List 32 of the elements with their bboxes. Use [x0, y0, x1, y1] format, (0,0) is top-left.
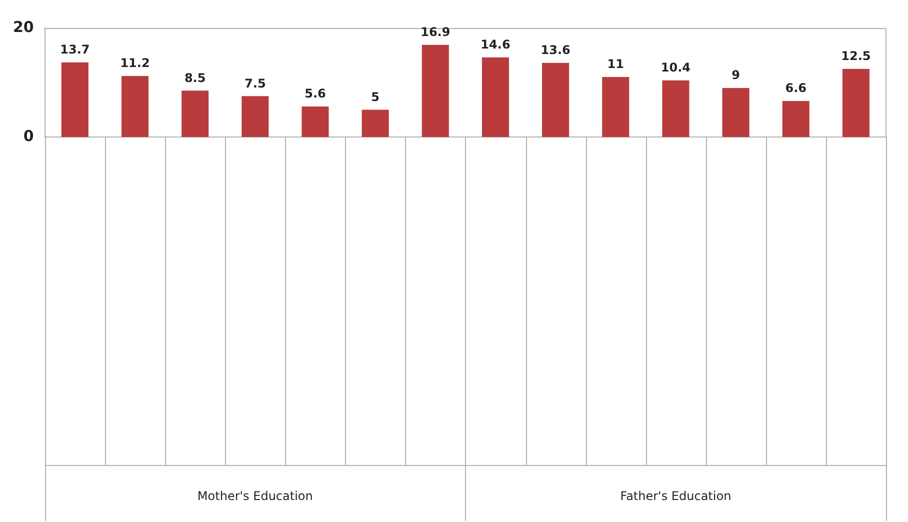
data-label: 5.6 [304, 86, 326, 101]
data-label: 10.4 [660, 60, 691, 74]
y-tick-label: 0 [23, 126, 34, 145]
bar [662, 80, 690, 137]
data-label: 13.7 [60, 42, 90, 56]
data-label: 11.2 [120, 56, 150, 70]
text: Father's Education [620, 489, 732, 504]
text: Mother's Education [197, 489, 313, 504]
data-label: 16.9 [420, 25, 450, 40]
bar [302, 106, 329, 137]
bar [61, 62, 88, 137]
data-label: 5 [371, 90, 380, 104]
data-label: 9 [732, 68, 740, 82]
bar [121, 76, 149, 137]
bar [242, 96, 269, 137]
data-label: 7.5 [244, 76, 266, 90]
bar [782, 101, 810, 137]
bar [722, 88, 750, 137]
bar [602, 77, 630, 137]
y-tick-label: 20 [13, 18, 34, 36]
data-label: 14.6 [480, 38, 510, 52]
data-label: 13.6 [540, 43, 570, 58]
bar [482, 57, 509, 137]
bar [362, 110, 389, 137]
data-label: 8.5 [184, 70, 206, 85]
data-label: 6.6 [785, 81, 807, 96]
data-label: 12.5 [841, 49, 871, 63]
bar [842, 68, 870, 137]
data-label: 11 [607, 57, 624, 72]
bar [422, 44, 449, 137]
bar [182, 90, 209, 137]
bar [542, 62, 570, 137]
